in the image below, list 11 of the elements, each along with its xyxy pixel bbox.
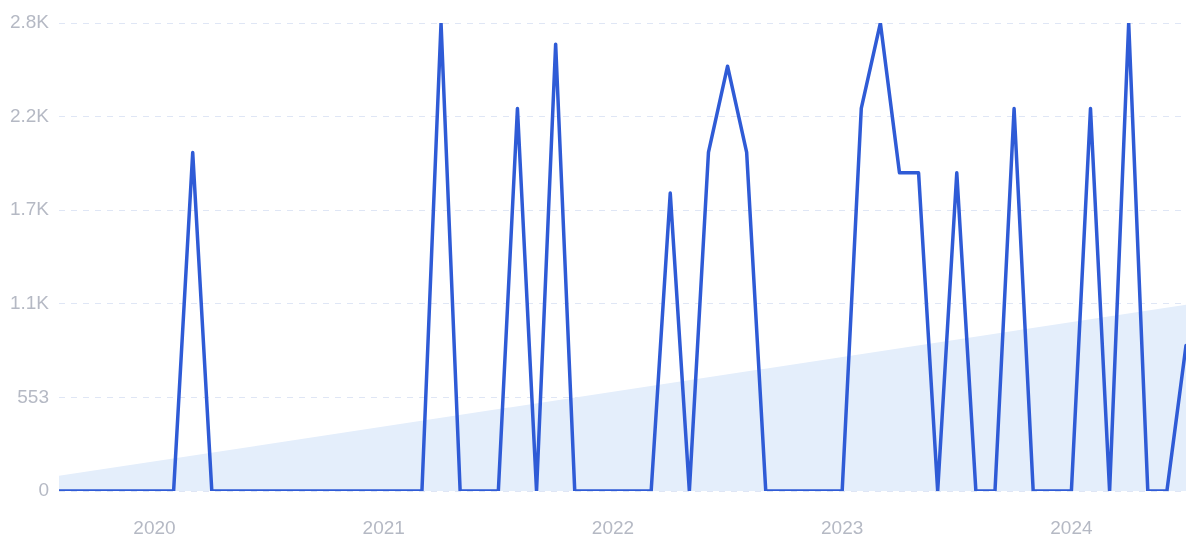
y-tick-label: 0 bbox=[38, 479, 49, 501]
x-tick-label: 2024 bbox=[1050, 516, 1093, 538]
y-tick-label: 553 bbox=[17, 385, 49, 407]
y-tick-label: 2.2K bbox=[9, 104, 50, 126]
x-tick-label: 2021 bbox=[362, 516, 405, 538]
y-tick-label: 2.8K bbox=[9, 11, 50, 33]
x-tick-label: 2022 bbox=[591, 516, 635, 538]
x-tick-label: 2020 bbox=[133, 516, 176, 538]
x-tick-label: 2023 bbox=[821, 516, 864, 538]
y-tick-label: 1.1K bbox=[9, 292, 50, 314]
y-tick-label: 1.7K bbox=[9, 198, 50, 220]
